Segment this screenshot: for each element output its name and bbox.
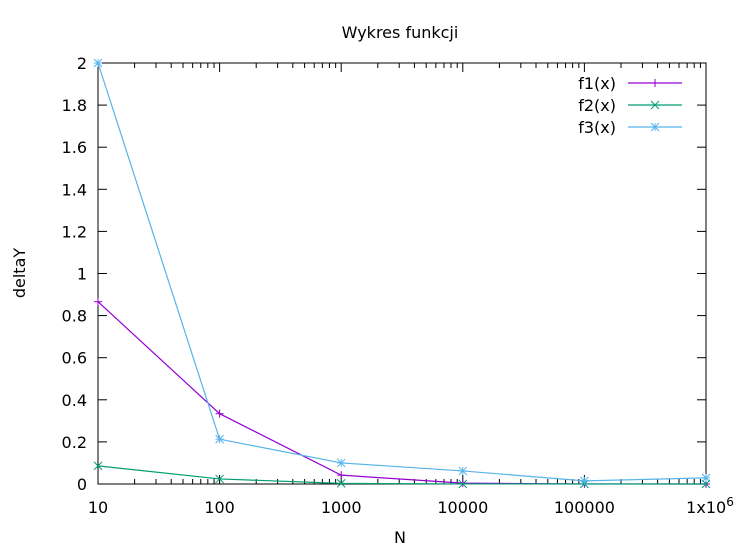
y-axis-title: deltaY	[10, 248, 29, 299]
y-tick-label: 1.8	[62, 96, 87, 115]
y-tick-label: 2	[77, 54, 87, 73]
x-tick-label-exponent: 6	[726, 495, 734, 509]
legend: f1(x) f2(x) f3(x)	[578, 74, 682, 137]
y-tick-label: 0.4	[62, 391, 87, 410]
x-axis: 10 100 1000 10000 100000 1x106	[88, 63, 734, 517]
legend-item: f1(x)	[578, 74, 682, 93]
marker-stroke	[93, 461, 103, 471]
y-tick-label: 0	[77, 475, 87, 494]
legend-item: f2(x)	[578, 96, 682, 115]
x-axis-title: N	[394, 528, 406, 546]
series-line	[97, 465, 707, 485]
data-point	[215, 409, 224, 418]
marker-stroke	[458, 479, 468, 489]
legend-label: f2(x)	[578, 96, 616, 115]
legend-marker	[651, 79, 659, 87]
legend-label: f1(x)	[578, 74, 616, 93]
x-tick-label-text: 100000	[554, 498, 615, 517]
marker-stroke	[215, 434, 224, 444]
data-point	[458, 466, 468, 476]
data-point	[336, 458, 346, 468]
data-point	[701, 479, 711, 489]
x-tick-label: 100000	[554, 498, 615, 517]
legend-label: f3(x)	[578, 118, 616, 137]
x-tick-label: 100	[204, 498, 235, 517]
series-layer	[93, 58, 711, 489]
marker-stroke	[336, 479, 346, 488]
x-tick-label-text: 100	[204, 498, 235, 517]
legend-marker	[650, 100, 660, 110]
x-tick-label: 1000	[321, 498, 362, 517]
data-point	[458, 479, 468, 489]
x-tick-label-text: 1x10	[686, 498, 726, 517]
data-point	[336, 479, 346, 488]
marker-stroke	[93, 58, 103, 68]
marker-stroke	[215, 474, 224, 484]
data-point	[94, 297, 102, 306]
y-tick-label: 1.4	[62, 180, 87, 199]
y-tick-label: 0.2	[62, 433, 87, 452]
marker-stroke	[458, 466, 468, 476]
data-point	[580, 476, 589, 486]
data-point	[93, 461, 103, 471]
data-point	[93, 58, 103, 68]
x-tick-label: 10	[88, 498, 108, 517]
x-tick-label: 1x106	[686, 495, 734, 517]
series-line	[97, 301, 707, 485]
x-tick-label-text: 10000	[437, 498, 488, 517]
y-tick-label: 1	[77, 265, 87, 284]
data-point	[337, 471, 346, 480]
y-tick-label: 0.8	[62, 307, 87, 326]
y-tick-label: 1.2	[62, 222, 87, 241]
chart-title: Wykres funkcji	[342, 23, 459, 42]
marker-stroke	[336, 458, 346, 468]
y-tick-label: 1.6	[62, 138, 87, 157]
marker-stroke	[650, 122, 660, 132]
data-point	[458, 479, 467, 488]
series-3	[93, 58, 711, 486]
legend-item: f3(x)	[578, 118, 682, 137]
y-tick-label: 0.6	[62, 349, 87, 368]
x-tick-label: 10000	[437, 498, 488, 517]
series-1	[94, 297, 710, 488]
series-line	[97, 62, 707, 482]
marker-stroke	[580, 476, 589, 486]
data-point	[701, 473, 711, 483]
marker-stroke	[701, 473, 711, 483]
legend-marker	[650, 122, 660, 132]
marker-stroke	[701, 479, 711, 489]
x-tick-label-text: 10	[88, 498, 108, 517]
x-tick-label-text: 1000	[321, 498, 362, 517]
y-axis: 0 0.2 0.4 0.6 0.8 1 1.2 1.4 1.6 1.8 2	[62, 54, 706, 494]
data-point	[215, 434, 224, 444]
marker-stroke	[650, 100, 660, 110]
data-point	[215, 474, 224, 484]
